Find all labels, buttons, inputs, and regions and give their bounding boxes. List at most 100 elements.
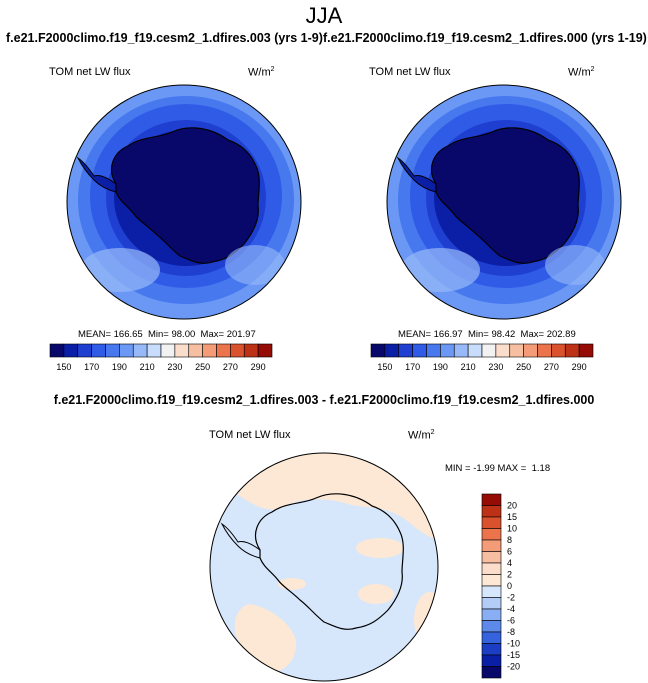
panel2-map (387, 85, 621, 319)
panel1-colorbar-tick-label: 210 (140, 362, 155, 372)
panel3-colorbar-tick-label: 6 (507, 547, 512, 557)
panel3-colorbar-tick-label: 15 (507, 512, 517, 522)
panel1-colorbar: 150 170 190 210 230 250 270 290 (49, 343, 273, 372)
panel2-mean-value: 166.97 (433, 329, 463, 340)
panel1-colorbar-box (119, 343, 134, 358)
panel1-colorbar-box (132, 343, 148, 358)
panel2-units-label: W/m2 (568, 66, 595, 79)
panel3-colorbar-tick-label: 10 (507, 524, 517, 534)
panel3-colorbar-tick-label: -8 (507, 627, 515, 637)
panel1-colorbar-box (216, 343, 231, 358)
panel2-colorbar-tick-label: 150 (377, 362, 392, 372)
panel1-colorbar-box (188, 343, 203, 358)
panel2-colorbar-box (578, 343, 594, 358)
panel3-colorbar-box (481, 574, 502, 587)
panel1-colorbar-tick-label: 190 (112, 362, 127, 372)
panel1-units-label: W/m2 (248, 66, 275, 79)
panel1-max-value: 201.97 (226, 329, 256, 340)
panel3-colorbar-box (481, 562, 502, 575)
panel2-colorbar-box (412, 343, 427, 358)
panel1-colorbar-tick-label: 170 (84, 362, 99, 372)
panel2-colorbar-box (370, 343, 386, 358)
panel2-colorbar-box (467, 343, 483, 358)
panel3-colorbar-tick-label: 8 (507, 535, 512, 545)
panel3-colorbar-box (481, 620, 502, 633)
panel3-colorbar-box (481, 643, 502, 656)
panel2-colorbar-tick-label: 190 (433, 362, 448, 372)
panel1-colorbar-box (105, 343, 120, 358)
panel1-colorbar-box (49, 343, 65, 358)
panel3-colorbar-box (481, 585, 502, 598)
panel2-colorbar-box (440, 343, 455, 358)
panel1-colorbar-box (146, 343, 162, 358)
panel3-colorbar-box (481, 654, 502, 667)
panel2-map-border (386, 84, 622, 320)
panel3-colorbar-box (481, 631, 502, 644)
panel2-colorbar-box (537, 343, 552, 358)
panel2-colorbar-tick-label: 270 (544, 362, 559, 372)
panel2-colorbar-tick-label: 290 (572, 362, 587, 372)
panel2-colorbar-box (384, 343, 400, 358)
panel2-colorbar-tick-label: 250 (516, 362, 531, 372)
panel3-colorbar-box (481, 551, 502, 564)
panel3-colorbar-box (481, 516, 502, 529)
panel3-stats: MIN = -1.99 MAX = 1.18 (445, 463, 551, 474)
panel3-colorbar-tick-label: -15 (507, 650, 520, 660)
panel2-min-value: 98.42 (491, 329, 516, 340)
panel2-max-value: 202.89 (546, 329, 576, 340)
panel3-colorbar-box (481, 539, 502, 552)
panel3-colorbar-tick-label: -20 (507, 662, 520, 672)
panel2-colorbar-box (481, 343, 497, 358)
panel1-colorbar-tick-label: 230 (167, 362, 182, 372)
panel1-colorbar-box (174, 343, 190, 358)
figure-title: JJA (305, 3, 343, 28)
panel1-map-border (66, 84, 302, 320)
panel3-colorbar-tick-label: 2 (507, 570, 512, 580)
panel1-colorbar-tick-label: 250 (195, 362, 210, 372)
panel1-colorbar-box (202, 343, 217, 358)
panel1-variable-label: TOM net LW flux (49, 66, 131, 78)
panel2-colorbar-box (398, 343, 413, 358)
panel2-colorbar-tick-label: 210 (461, 362, 476, 372)
panel1-min-value: 98.00 (171, 329, 196, 340)
panel1-colorbar-box (160, 343, 176, 358)
panel2-colorbar-box (453, 343, 469, 358)
panel3-colorbar-box (481, 505, 502, 518)
panel1-colorbar-box (243, 343, 259, 358)
panel2-colorbar-box (551, 343, 566, 358)
panel3-colorbar-box (481, 597, 502, 610)
panel2-colorbar-tick-label: 230 (488, 362, 503, 372)
panel3-colorbar-box (481, 493, 502, 506)
panel3-max-value: 1.18 (531, 463, 551, 474)
panel1-colorbar-box (230, 343, 245, 358)
panel1-colorbar-box (257, 343, 273, 358)
panel3-map (210, 453, 438, 681)
panel1-stats: MEAN= 166.65 Min= 98.00 Max= 201.97 (78, 329, 256, 340)
panel3-colorbar-tick-label: 0 (507, 581, 512, 591)
panel2-colorbar-tick-label: 170 (405, 362, 420, 372)
panel2-colorbar-box (426, 343, 441, 358)
panel1-colorbar-box (63, 343, 79, 358)
panel1-colorbar-box (77, 343, 92, 358)
panel1-colorbar-box (91, 343, 106, 358)
panel2-colorbar-box (523, 343, 538, 358)
panel2-stats: MEAN= 166.97 Min= 98.42 Max= 202.89 (398, 329, 576, 340)
test-case-title: f.e21.F2000climo.f19_f19.cesm2_1.dfires.… (6, 31, 323, 45)
panel2-variable-label: TOM net LW flux (369, 66, 451, 78)
panel1-mean-value: 166.65 (113, 329, 143, 340)
panel3-colorbar-tick-label: -6 (507, 616, 515, 626)
panel2-colorbar-box (564, 343, 580, 358)
panel1-colorbar-tick-label: 270 (223, 362, 238, 372)
panel3-colorbar-box (481, 608, 502, 621)
difference-title: f.e21.F2000climo.f19_f19.cesm2_1.dfires.… (53, 393, 595, 407)
panel2-colorbar-box (495, 343, 511, 358)
panel3-colorbar-tick-label: 4 (507, 558, 512, 568)
panel1-map (67, 85, 301, 319)
panel3-colorbar-tick-label: 20 (507, 501, 517, 511)
panel3-units-label: W/m2 (408, 429, 435, 442)
panel3-min-value: -1.99 (473, 463, 495, 474)
panel3-colorbar-tick-label: -2 (507, 593, 515, 603)
panel3-colorbar-box (481, 528, 502, 541)
control-case-title: f.e21.F2000climo.f19_f19.cesm2_1.dfires.… (323, 31, 647, 45)
